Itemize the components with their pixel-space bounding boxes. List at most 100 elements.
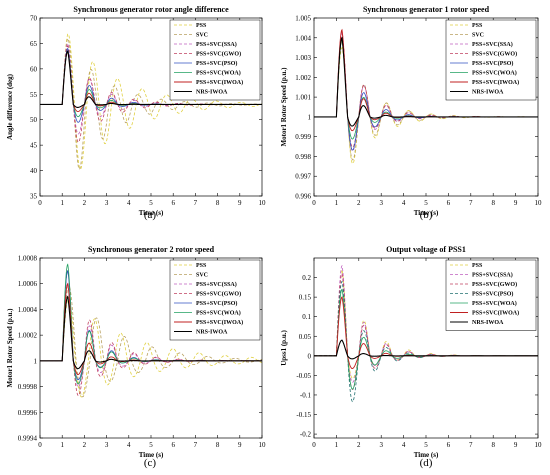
y-tick-label: -0.2 [300,431,312,439]
x-tick-label: 5 [149,199,153,207]
x-tick-label: 3 [105,199,109,207]
y-tick-label: 0.998 [295,153,311,161]
x-tick-label: 2 [357,441,361,449]
series-line-7 [314,339,538,360]
series-line-4 [314,30,538,148]
y-tick-label: 0.05 [299,333,312,341]
y-tick-label: 0.15 [299,294,312,302]
axes-frame [39,17,263,197]
legend-entry: SVC [196,33,208,39]
x-tick-label: 0 [312,441,316,449]
legend-entry: PSS+SVC(IWOA) [472,79,519,86]
y-tick-label: 0 [308,352,312,360]
y-tick-label: 70 [30,15,38,23]
legend-entry: NRS-IWOA [196,330,228,336]
series-group [314,264,538,403]
x-axis-label: Time (s) [414,451,439,459]
legend-entry: PSS [472,23,483,29]
y-axis-label: Motor1 Rotor Speed (p.u.) [280,67,288,147]
legend-entry: PSS+SVC(SSA) [472,41,513,48]
x-tick-label: 10 [259,441,267,449]
legend-box [169,19,261,101]
panel-3: Synchronous generator 2 rotor speed 0 1 2 3 4… [6,245,266,469]
y-axis-label: Upss1 (p.u.) [280,330,288,366]
y-tick-label: 1.003 [295,54,311,62]
legend: PSS SVC PSS+SVC(SSA) PSS+SVC(GWO) PSS+SVC(PS… [445,19,537,101]
x-tick-label: 5 [424,199,428,207]
y-tick-label: 1.004 [295,34,311,42]
x-tick-label: 4 [402,199,406,207]
x-tick-label: 6 [447,199,451,207]
panel-caption: (b) [420,209,433,221]
axes-frame [313,17,539,197]
legend-entry: PSS+SVC(GWO) [472,51,517,58]
x-tick-label: 2 [357,199,361,207]
chart-title: Synchronous generator 1 rotor speed [363,5,490,14]
x-tick-label: 0 [38,199,42,207]
x-axis-label: Time (s) [139,209,164,217]
x-tick-label: 7 [194,199,198,207]
axes-frame [313,257,539,439]
legend-entry: PSS+SVC(PSO) [472,60,513,67]
x-tick-label: 2 [83,199,87,207]
legend-entry: PSS+SVC(GWO) [472,281,517,288]
y-tick-label: -0.15 [296,411,311,419]
legend-box [445,259,537,331]
legend-entry: PSS+SVC(SSA) [196,281,237,288]
x-axis-label: Time (s) [139,451,164,459]
x-tick-label: 3 [105,441,109,449]
y-tick-label: 40 [30,167,38,175]
y-tick-label: 0.9998 [18,383,38,391]
x-tick-label: 9 [238,441,242,449]
x-tick-label: 8 [216,441,220,449]
legend-entry: PSS+SVC(PSO) [196,300,237,307]
y-tick-label: -0.1 [300,391,312,399]
x-tick-label: 8 [216,199,220,207]
y-tick-label: 45 [30,142,38,150]
legend-entry: PSS+SVC(IWOA) [196,319,243,326]
legend-entry: PSS [196,23,207,29]
y-tick-label: 1 [34,357,38,365]
chart-title: Synchronous generator 2 rotor speed [88,245,215,254]
panel-1: Synchronous generator rotor angle differ… [6,5,266,221]
y-tick-label: 1.0002 [18,332,38,340]
panel-caption: (c) [144,457,157,469]
y-tick-label: 0.996 [295,193,311,201]
x-tick-label: 1 [335,441,339,449]
x-tick-label: 1 [60,441,64,449]
series-line-8 [40,295,262,370]
y-tick-label: 35 [30,193,38,201]
y-tick-label: 1.001 [295,94,311,102]
y-tick-label: 1.0006 [18,280,38,288]
series-line-8 [314,36,538,127]
legend-box [445,19,537,101]
series-line-8 [40,50,262,108]
panel-caption: (d) [420,457,433,469]
x-tick-label: 1 [335,199,339,207]
x-tick-label: 3 [379,441,383,449]
legend-entry: PSS+SVC(IWOA) [472,310,519,317]
x-tick-label: 0 [312,199,316,207]
legend-entry: SVC [472,33,484,39]
legend-entry: PSS+SVC(SSA) [196,41,237,48]
series-line-1 [40,33,262,170]
y-tick-label: 0.1 [302,313,311,321]
legend-entry: PSS+SVC(IWOA) [196,79,243,86]
y-tick-label: 55 [30,91,38,99]
x-tick-label: 4 [127,441,131,449]
legend-entry: PSS+SVC(PSO) [196,60,237,67]
legend-entry: PSS [196,263,207,269]
legend-entry: NRS-IWOA [472,90,504,96]
x-tick-label: 4 [402,441,406,449]
legend-entry: PSS [472,263,483,269]
x-tick-label: 5 [149,441,153,449]
legend: PSS SVC PSS+SVC(SSA) PSS+SVC(GWO) PSS+SVC(PS… [169,19,261,101]
y-tick-label: 1.005 [295,15,311,23]
y-tick-label: 1.0004 [18,306,38,314]
legend-entry: PSS+SVC(GWO) [196,51,241,58]
x-tick-label: 7 [194,441,198,449]
legend-box [169,259,261,341]
x-tick-label: 9 [514,199,518,207]
y-tick-label: 1.002 [295,74,311,82]
y-tick-label: 1 [308,113,312,121]
